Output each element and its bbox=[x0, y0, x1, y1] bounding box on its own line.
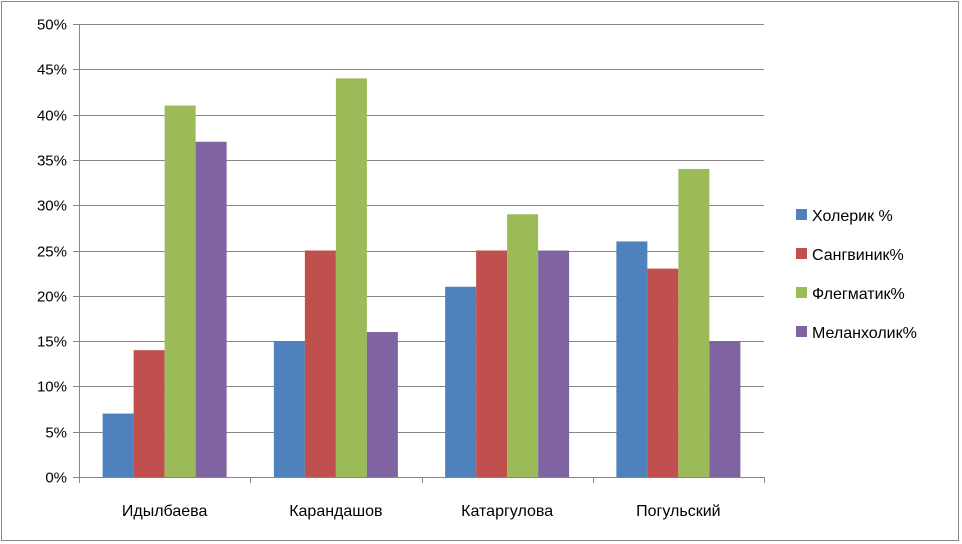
legend-swatch bbox=[796, 287, 807, 298]
y-tick-label: 40% bbox=[37, 108, 67, 125]
legend-label: Холерик % bbox=[812, 208, 893, 225]
x-tick-label: Погульский bbox=[636, 503, 720, 520]
bar bbox=[709, 341, 741, 477]
legend-label: Сангвиник% bbox=[812, 247, 904, 264]
bar bbox=[647, 268, 679, 477]
bar bbox=[195, 141, 227, 477]
y-tick-label: 35% bbox=[37, 153, 67, 170]
y-tick-label: 20% bbox=[37, 289, 67, 306]
bar bbox=[102, 413, 134, 477]
legend-swatch bbox=[796, 209, 807, 220]
y-tick-label: 10% bbox=[37, 379, 67, 396]
bar bbox=[538, 250, 570, 477]
bar bbox=[164, 105, 196, 477]
x-tick-label: Идылбаева bbox=[122, 503, 208, 520]
y-tick-label: 5% bbox=[45, 425, 67, 442]
bar bbox=[273, 341, 305, 477]
x-tick-label: Катаргулова bbox=[461, 503, 553, 520]
y-tick-label: 0% bbox=[45, 470, 67, 487]
y-tick-label: 25% bbox=[37, 244, 67, 261]
bar bbox=[133, 350, 165, 477]
legend-swatch bbox=[796, 326, 807, 337]
y-tick-label: 50% bbox=[37, 17, 67, 34]
bar bbox=[366, 332, 398, 477]
bar bbox=[678, 168, 710, 477]
bar bbox=[476, 250, 508, 477]
y-tick-label: 15% bbox=[37, 334, 67, 351]
bar bbox=[304, 250, 336, 477]
x-tick-label: Карандашов bbox=[289, 503, 382, 520]
bar bbox=[445, 286, 477, 477]
bar bbox=[335, 78, 367, 478]
legend-label: Флегматик% bbox=[812, 286, 905, 303]
y-tick-label: 45% bbox=[37, 62, 67, 79]
y-tick-label: 30% bbox=[37, 198, 67, 215]
legend-label: Меланхолик% bbox=[812, 325, 917, 342]
legend-swatch bbox=[796, 248, 807, 259]
bar bbox=[507, 214, 539, 477]
bar bbox=[616, 241, 648, 477]
